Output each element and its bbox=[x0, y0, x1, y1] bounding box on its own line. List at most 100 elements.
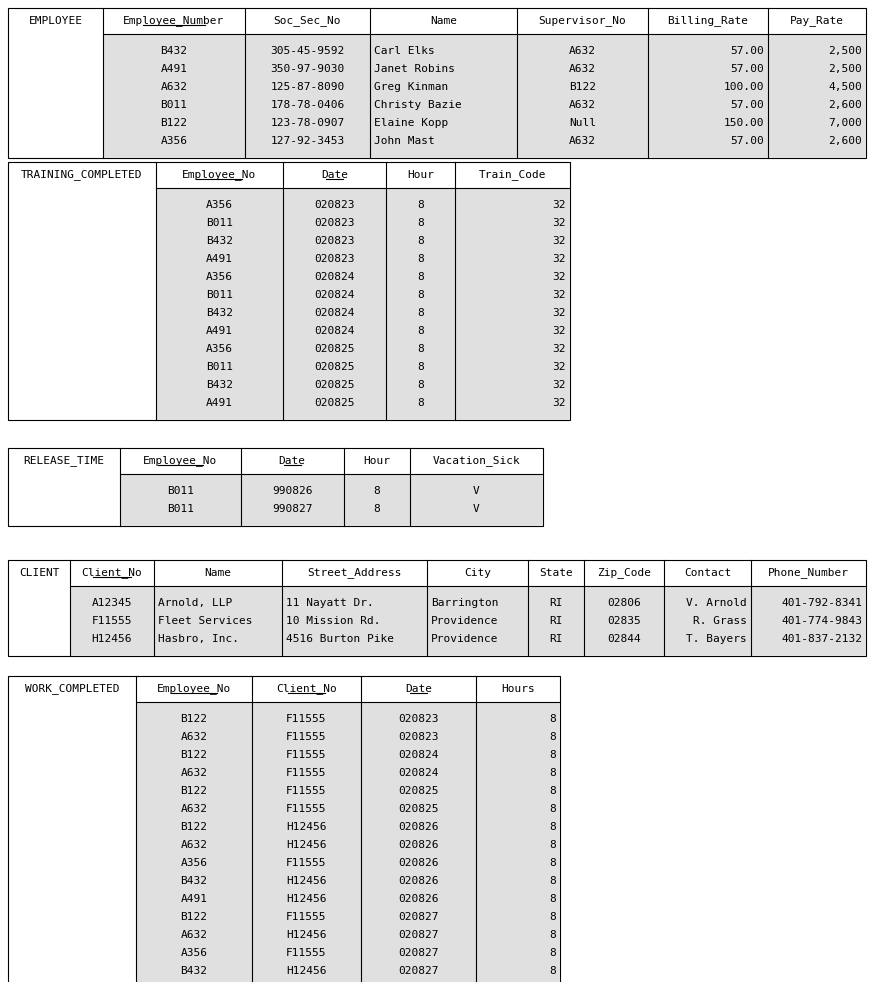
Text: 123-78-0907: 123-78-0907 bbox=[270, 118, 344, 128]
Text: B432: B432 bbox=[180, 966, 207, 976]
Text: Client_No: Client_No bbox=[81, 568, 142, 578]
Text: F11555: F11555 bbox=[286, 768, 327, 778]
Text: H12456: H12456 bbox=[92, 634, 132, 644]
Bar bbox=[8, 8, 866, 158]
Text: 401-792-8341: 401-792-8341 bbox=[781, 598, 862, 608]
Text: 020824: 020824 bbox=[399, 750, 439, 760]
Text: H12456: H12456 bbox=[286, 822, 327, 832]
Text: 305-45-9592: 305-45-9592 bbox=[270, 46, 344, 56]
Text: Pay_Rate: Pay_Rate bbox=[790, 16, 844, 27]
Text: 8: 8 bbox=[417, 236, 424, 246]
Text: F11555: F11555 bbox=[286, 786, 327, 796]
Text: 32: 32 bbox=[552, 218, 566, 228]
Text: RI: RI bbox=[549, 634, 562, 644]
Text: A491: A491 bbox=[205, 398, 232, 408]
Text: V. Arnold: V. Arnold bbox=[686, 598, 747, 608]
Text: A356: A356 bbox=[180, 948, 207, 958]
Text: Client_No: Client_No bbox=[276, 683, 336, 694]
Text: 100.00: 100.00 bbox=[724, 82, 764, 92]
Text: Train_Code: Train_Code bbox=[479, 170, 546, 181]
Text: Name: Name bbox=[430, 16, 457, 26]
Text: Employee_No: Employee_No bbox=[156, 683, 231, 694]
Text: Janet Robins: Janet Robins bbox=[374, 64, 455, 74]
Text: A356: A356 bbox=[160, 136, 187, 146]
Text: 32: 32 bbox=[552, 290, 566, 300]
Text: Employee_No: Employee_No bbox=[143, 456, 218, 466]
Text: H12456: H12456 bbox=[286, 894, 327, 904]
Text: 020827: 020827 bbox=[399, 948, 439, 958]
Text: 2,500: 2,500 bbox=[829, 46, 862, 56]
Text: Hours: Hours bbox=[502, 684, 535, 694]
Text: A632: A632 bbox=[180, 804, 207, 814]
Text: 32: 32 bbox=[552, 326, 566, 336]
Text: 8: 8 bbox=[549, 786, 556, 796]
Text: 990827: 990827 bbox=[272, 504, 313, 514]
Text: B432: B432 bbox=[205, 380, 232, 390]
Text: A356: A356 bbox=[205, 272, 232, 282]
Text: Date: Date bbox=[279, 456, 306, 466]
Text: 8: 8 bbox=[549, 768, 556, 778]
Text: 32: 32 bbox=[552, 200, 566, 210]
Text: V: V bbox=[473, 486, 480, 496]
Text: A491: A491 bbox=[205, 326, 232, 336]
Text: 2,500: 2,500 bbox=[829, 64, 862, 74]
Text: Supervisor_No: Supervisor_No bbox=[538, 16, 627, 27]
Text: 020824: 020824 bbox=[314, 308, 355, 318]
Text: 020827: 020827 bbox=[399, 966, 439, 976]
Text: 020825: 020825 bbox=[314, 380, 355, 390]
Text: 8: 8 bbox=[549, 948, 556, 958]
Text: F11555: F11555 bbox=[286, 858, 327, 868]
Text: 8: 8 bbox=[417, 254, 424, 264]
Text: 32: 32 bbox=[552, 308, 566, 318]
Text: F11555: F11555 bbox=[286, 732, 327, 742]
Text: 401-774-9843: 401-774-9843 bbox=[781, 616, 862, 626]
Text: 02806: 02806 bbox=[607, 598, 641, 608]
Text: B122: B122 bbox=[180, 822, 207, 832]
Bar bbox=[8, 162, 570, 420]
Text: CLIENT: CLIENT bbox=[18, 568, 59, 578]
Text: Contact: Contact bbox=[683, 568, 731, 578]
Text: F11555: F11555 bbox=[286, 912, 327, 922]
Text: 8: 8 bbox=[417, 362, 424, 372]
Text: 020825: 020825 bbox=[399, 804, 439, 814]
Text: B122: B122 bbox=[180, 750, 207, 760]
Text: 8: 8 bbox=[417, 344, 424, 354]
Text: 57.00: 57.00 bbox=[730, 136, 764, 146]
Text: Arnold, LLP: Arnold, LLP bbox=[157, 598, 232, 608]
Text: Employee_No: Employee_No bbox=[182, 170, 256, 181]
Text: 8: 8 bbox=[417, 200, 424, 210]
Text: 020826: 020826 bbox=[399, 840, 439, 850]
Text: 8: 8 bbox=[417, 326, 424, 336]
Text: 8: 8 bbox=[549, 894, 556, 904]
Text: A632: A632 bbox=[569, 136, 596, 146]
Text: 020827: 020827 bbox=[399, 930, 439, 940]
Text: F11555: F11555 bbox=[286, 948, 327, 958]
Text: B122: B122 bbox=[180, 714, 207, 724]
Text: Date: Date bbox=[406, 684, 432, 694]
Text: 8: 8 bbox=[373, 504, 380, 514]
Text: Hasbro, Inc.: Hasbro, Inc. bbox=[157, 634, 239, 644]
Text: 8: 8 bbox=[417, 218, 424, 228]
Text: Providence: Providence bbox=[431, 616, 499, 626]
Text: 020823: 020823 bbox=[314, 200, 355, 210]
Text: Hour: Hour bbox=[407, 170, 434, 180]
Bar bbox=[8, 676, 560, 982]
Text: 02844: 02844 bbox=[607, 634, 641, 644]
Text: 990826: 990826 bbox=[272, 486, 313, 496]
Text: F11555: F11555 bbox=[286, 804, 327, 814]
Text: Zip_Code: Zip_Code bbox=[597, 568, 651, 578]
Text: 57.00: 57.00 bbox=[730, 46, 764, 56]
Text: 020826: 020826 bbox=[399, 822, 439, 832]
Text: A632: A632 bbox=[180, 930, 207, 940]
Text: H12456: H12456 bbox=[286, 876, 327, 886]
Text: A632: A632 bbox=[180, 768, 207, 778]
Text: 32: 32 bbox=[552, 272, 566, 282]
Text: 8: 8 bbox=[549, 966, 556, 976]
Text: F11555: F11555 bbox=[92, 616, 132, 626]
Text: F11555: F11555 bbox=[286, 750, 327, 760]
Text: 8: 8 bbox=[373, 486, 380, 496]
Text: 020826: 020826 bbox=[399, 894, 439, 904]
Text: WORK_COMPLETED: WORK_COMPLETED bbox=[24, 683, 119, 694]
Bar bbox=[103, 34, 866, 158]
Text: B011: B011 bbox=[205, 218, 232, 228]
